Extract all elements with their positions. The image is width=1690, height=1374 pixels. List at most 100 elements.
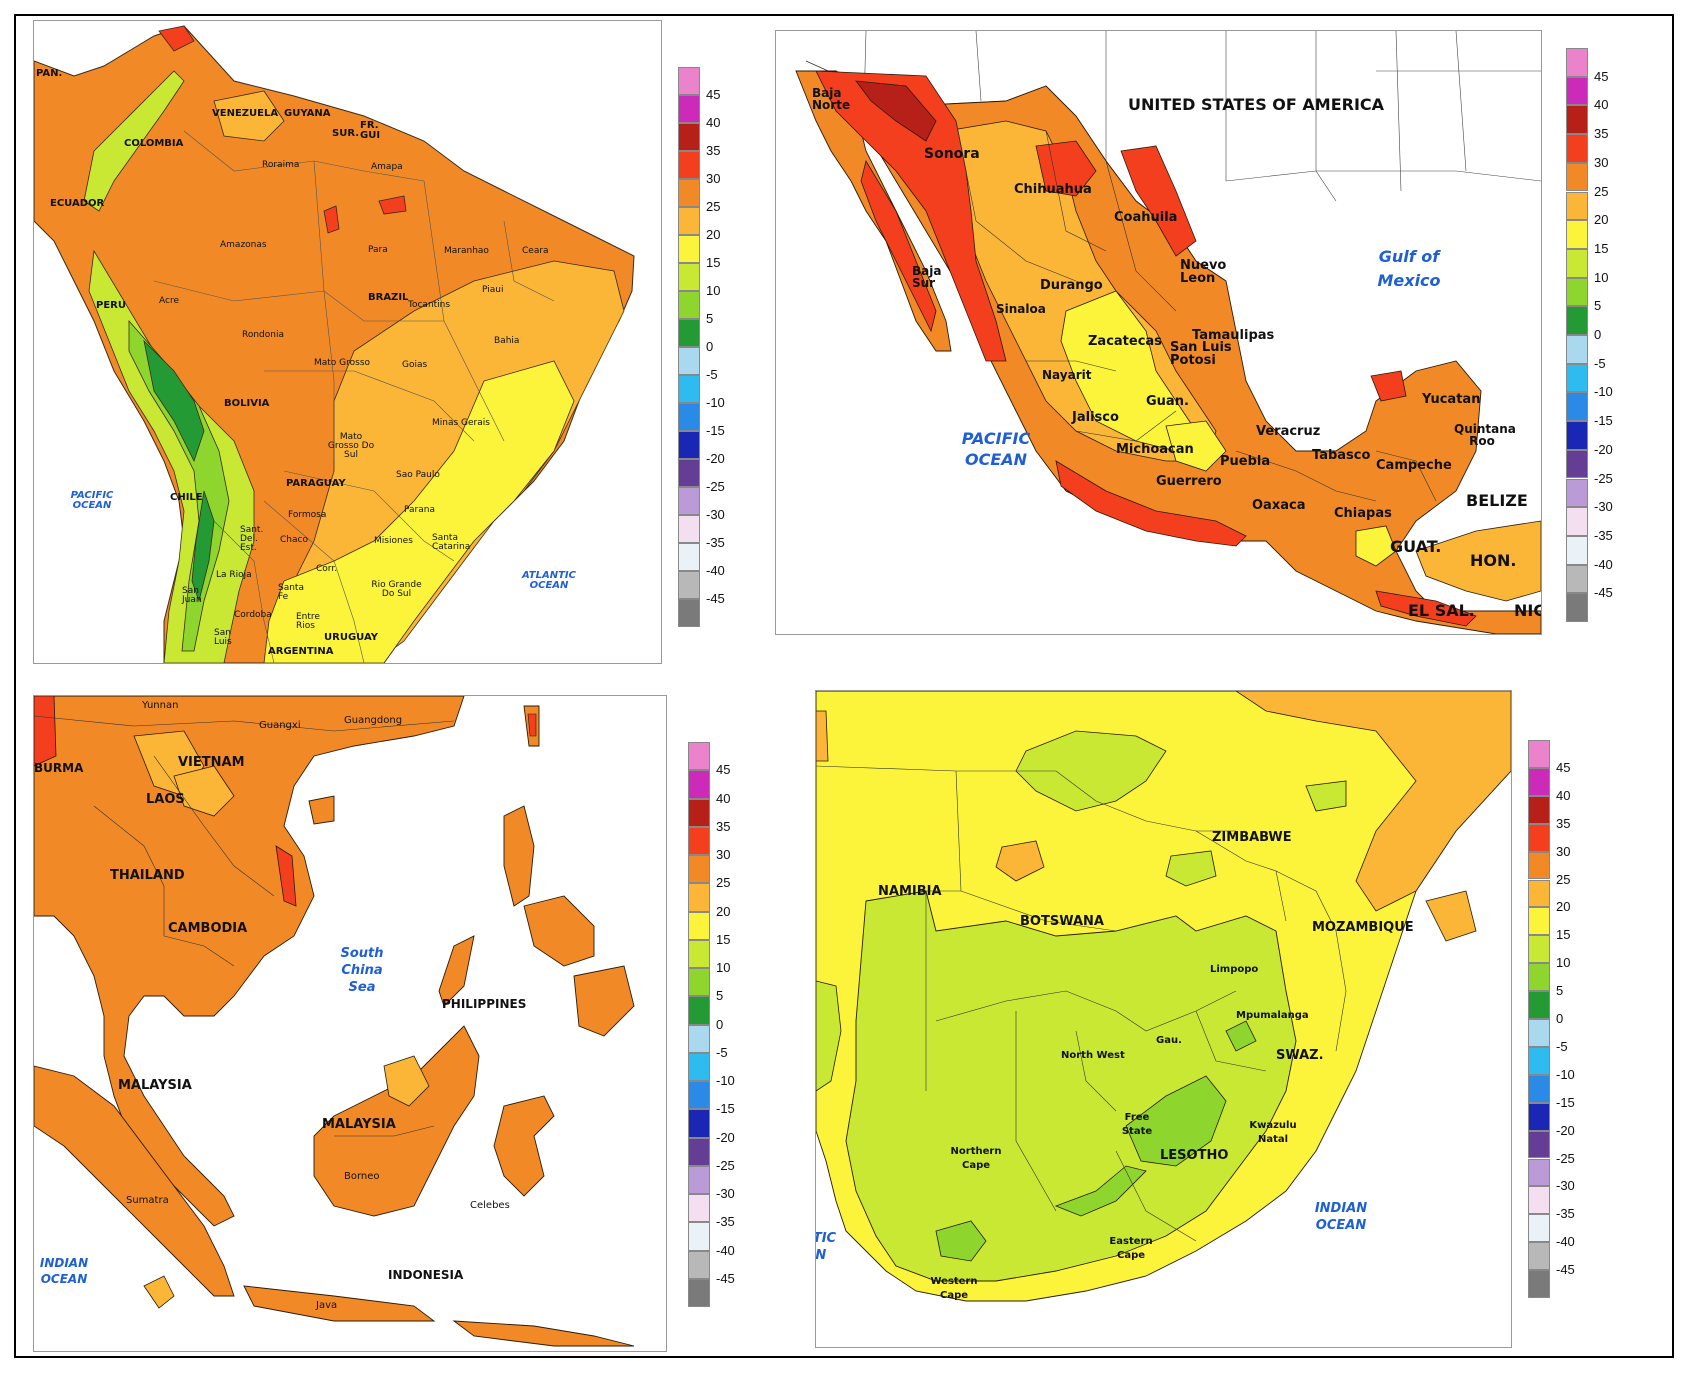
legend-swatch <box>688 968 710 997</box>
legend-swatch <box>1528 1074 1550 1103</box>
legend-tick-label: 25 <box>716 875 731 891</box>
legend-tick-label: -25 <box>1556 1150 1575 1166</box>
map-label: Guan. <box>1146 394 1189 409</box>
map-label: EL SAL. <box>1408 601 1475 620</box>
map-label: BOTSWANA <box>1020 914 1104 929</box>
map-panel-se-asia: Yunnan Guangxi Guangdong BURMA VIETNAM L… <box>33 695 667 1352</box>
cape-high-zone <box>935 1220 987 1262</box>
legend-tick-label: 30 <box>1594 154 1609 170</box>
cool-pocket <box>143 1275 175 1309</box>
legend-swatch <box>688 826 710 855</box>
map-label: HON. <box>1470 551 1517 570</box>
hot-spot <box>158 25 195 52</box>
map-label: Misiones <box>374 536 413 546</box>
vietnam-hot-coast <box>275 845 297 907</box>
legend-southern-africa: 45 40 35 30 25 20 15 10 5 0 -5 -10 -15 -20 -25 -30 -35 -4… <box>1528 740 1575 1298</box>
legend-tick-label: -20 <box>1556 1122 1575 1138</box>
map-label: Minas Gerais <box>432 418 490 428</box>
legend-tick-label: -15 <box>706 423 725 438</box>
map-label: Durango <box>1040 278 1103 293</box>
map-label: Coahuila <box>1114 210 1178 225</box>
legend-tick-label: -10 <box>706 395 725 410</box>
legend-tick-label: 40 <box>706 115 721 130</box>
baja-hot-zone <box>860 159 937 333</box>
palawan <box>438 935 475 1007</box>
legend-tick-label: -40 <box>1594 556 1613 572</box>
legend-tick-label: 5 <box>1556 983 1564 999</box>
legend-swatch <box>678 151 700 179</box>
map-label: Para <box>368 245 388 255</box>
map-label: BOLIVIA <box>224 398 270 409</box>
map-label: VENEZUELA <box>212 108 279 119</box>
legend-tick-label: 10 <box>1556 955 1571 971</box>
legend-swatch <box>688 855 710 884</box>
map-label: MALAYSIA <box>118 1078 192 1093</box>
map-label: LAOS <box>146 792 185 807</box>
legend-tick-label: -10 <box>716 1073 735 1088</box>
legend-tick-label: 10 <box>1594 269 1609 285</box>
legend-tick-label: -45 <box>716 1270 735 1286</box>
map-label: BRAZIL <box>368 292 409 303</box>
legend-tick-label: 20 <box>706 227 721 242</box>
legend-swatch <box>1566 162 1588 192</box>
legend-tick-label: 0 <box>716 1016 724 1032</box>
map-label: Amapa <box>371 162 403 172</box>
map-label: Java <box>316 1300 338 1311</box>
mexico-map <box>795 31 1541 634</box>
map-label: Veracruz <box>1256 424 1321 439</box>
legend-swatch <box>1528 991 1550 1019</box>
legend-tick-label: -40 <box>706 563 725 578</box>
legend-swatch <box>1528 795 1550 824</box>
central-america-hot-zone <box>1375 590 1477 627</box>
legend-tick-label: -45 <box>1556 1262 1575 1278</box>
legend-tick-label: 40 <box>716 790 731 806</box>
map-label: Rio Grande Do Sul <box>371 580 422 599</box>
map-label: Celebes <box>470 1200 510 1211</box>
legend-tick-label: -30 <box>1594 499 1613 515</box>
map-label: ARGENTINA <box>268 646 334 657</box>
map-label: San Juan <box>182 586 202 605</box>
map-panel-south-america: PAN. VENEZUELA GUYANA SUR. FR. GUI COLOM… <box>33 20 662 664</box>
legend-tick-label: -10 <box>1594 384 1613 400</box>
namibia-cool-strip <box>816 980 842 1092</box>
hot-spot <box>378 195 407 215</box>
legend-swatch <box>1566 535 1588 565</box>
map-label: PERU <box>96 300 126 311</box>
map-label: Amazonas <box>220 240 267 250</box>
yucatan-hot-zone <box>1370 370 1407 402</box>
legend-swatch <box>1566 191 1588 221</box>
south-america-map <box>34 25 635 663</box>
legend-swatch <box>1566 449 1588 479</box>
map-label: Piaui <box>482 285 504 295</box>
legend-swatch <box>688 1278 710 1307</box>
mozambique-warm-zone <box>1425 890 1477 942</box>
legend-swatch <box>688 1165 710 1194</box>
map-label: UNITED STATES OF AMERICA <box>1128 95 1385 114</box>
map-label: Sinaloa <box>996 302 1046 316</box>
map-label: GUYANA <box>284 108 331 119</box>
map-label: La Rioja <box>216 570 252 580</box>
map-label: Parana <box>404 505 435 515</box>
legend-swatch <box>1566 48 1588 77</box>
map-label: Jalisco <box>1072 410 1119 425</box>
map-label: Guerrero <box>1156 474 1222 489</box>
legend-swatch <box>688 911 710 940</box>
legend-swatch <box>678 123 700 151</box>
map-label: Cordoba <box>234 610 272 620</box>
map-label: NAMIBIA <box>878 884 942 899</box>
ocean-label: INDIAN OCEAN <box>1314 1201 1368 1233</box>
map-label: Guangxi <box>259 720 301 731</box>
map-label: Baja Norte <box>812 86 851 112</box>
legend-swatch <box>688 1194 710 1223</box>
map-label: Oaxaca <box>1252 498 1306 513</box>
luzon <box>503 805 535 907</box>
legend-swatch <box>1528 1046 1550 1075</box>
map-label: SUR. <box>332 128 360 139</box>
legend-swatch <box>688 1109 710 1138</box>
map-label: SWAZ. <box>1276 1048 1324 1063</box>
legend-tick-label: 5 <box>716 988 724 1004</box>
legend-tick-label: 45 <box>1594 68 1609 84</box>
legend-tick-label: -15 <box>1594 413 1613 429</box>
legend-tick-label: 25 <box>706 199 721 214</box>
map-label: Corr. <box>316 564 338 574</box>
